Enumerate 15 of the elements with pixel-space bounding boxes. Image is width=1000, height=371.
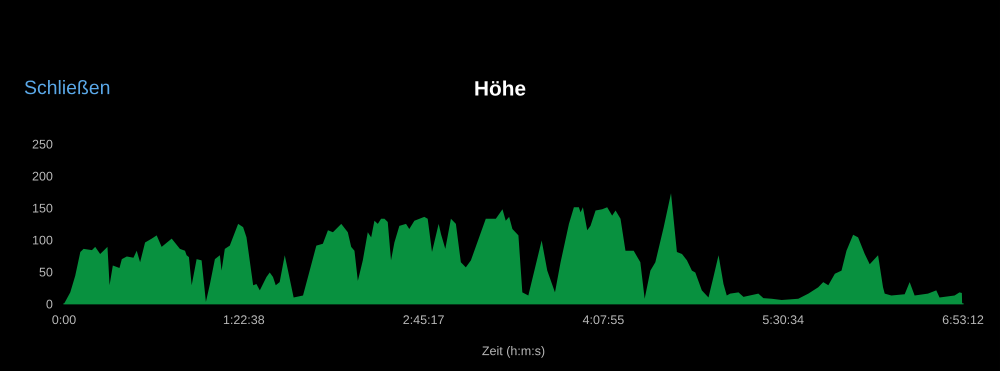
x-tick-label: 1:22:38 xyxy=(224,315,264,324)
x-axis-title: Zeit (h:m:s) xyxy=(482,346,544,358)
x-tick-label: 2:45:17 xyxy=(403,315,444,324)
x-tick-label: 0:00 xyxy=(52,315,76,324)
x-tick-label: 5:30:34 xyxy=(762,315,804,324)
chart-title: Höhe xyxy=(475,80,526,96)
y-tick-label: 150 xyxy=(32,204,52,213)
x-tick-label: 6:53:12 xyxy=(942,315,984,324)
y-tick-label: 100 xyxy=(32,236,52,245)
y-tick-label: 50 xyxy=(39,268,52,277)
text: Schließen xyxy=(24,80,110,94)
y-tick-label: 200 xyxy=(32,172,52,181)
x-tick-label: 4:07:55 xyxy=(582,315,624,324)
y-tick-label: 250 xyxy=(32,140,52,149)
y-tick-label: 0 xyxy=(46,300,52,308)
